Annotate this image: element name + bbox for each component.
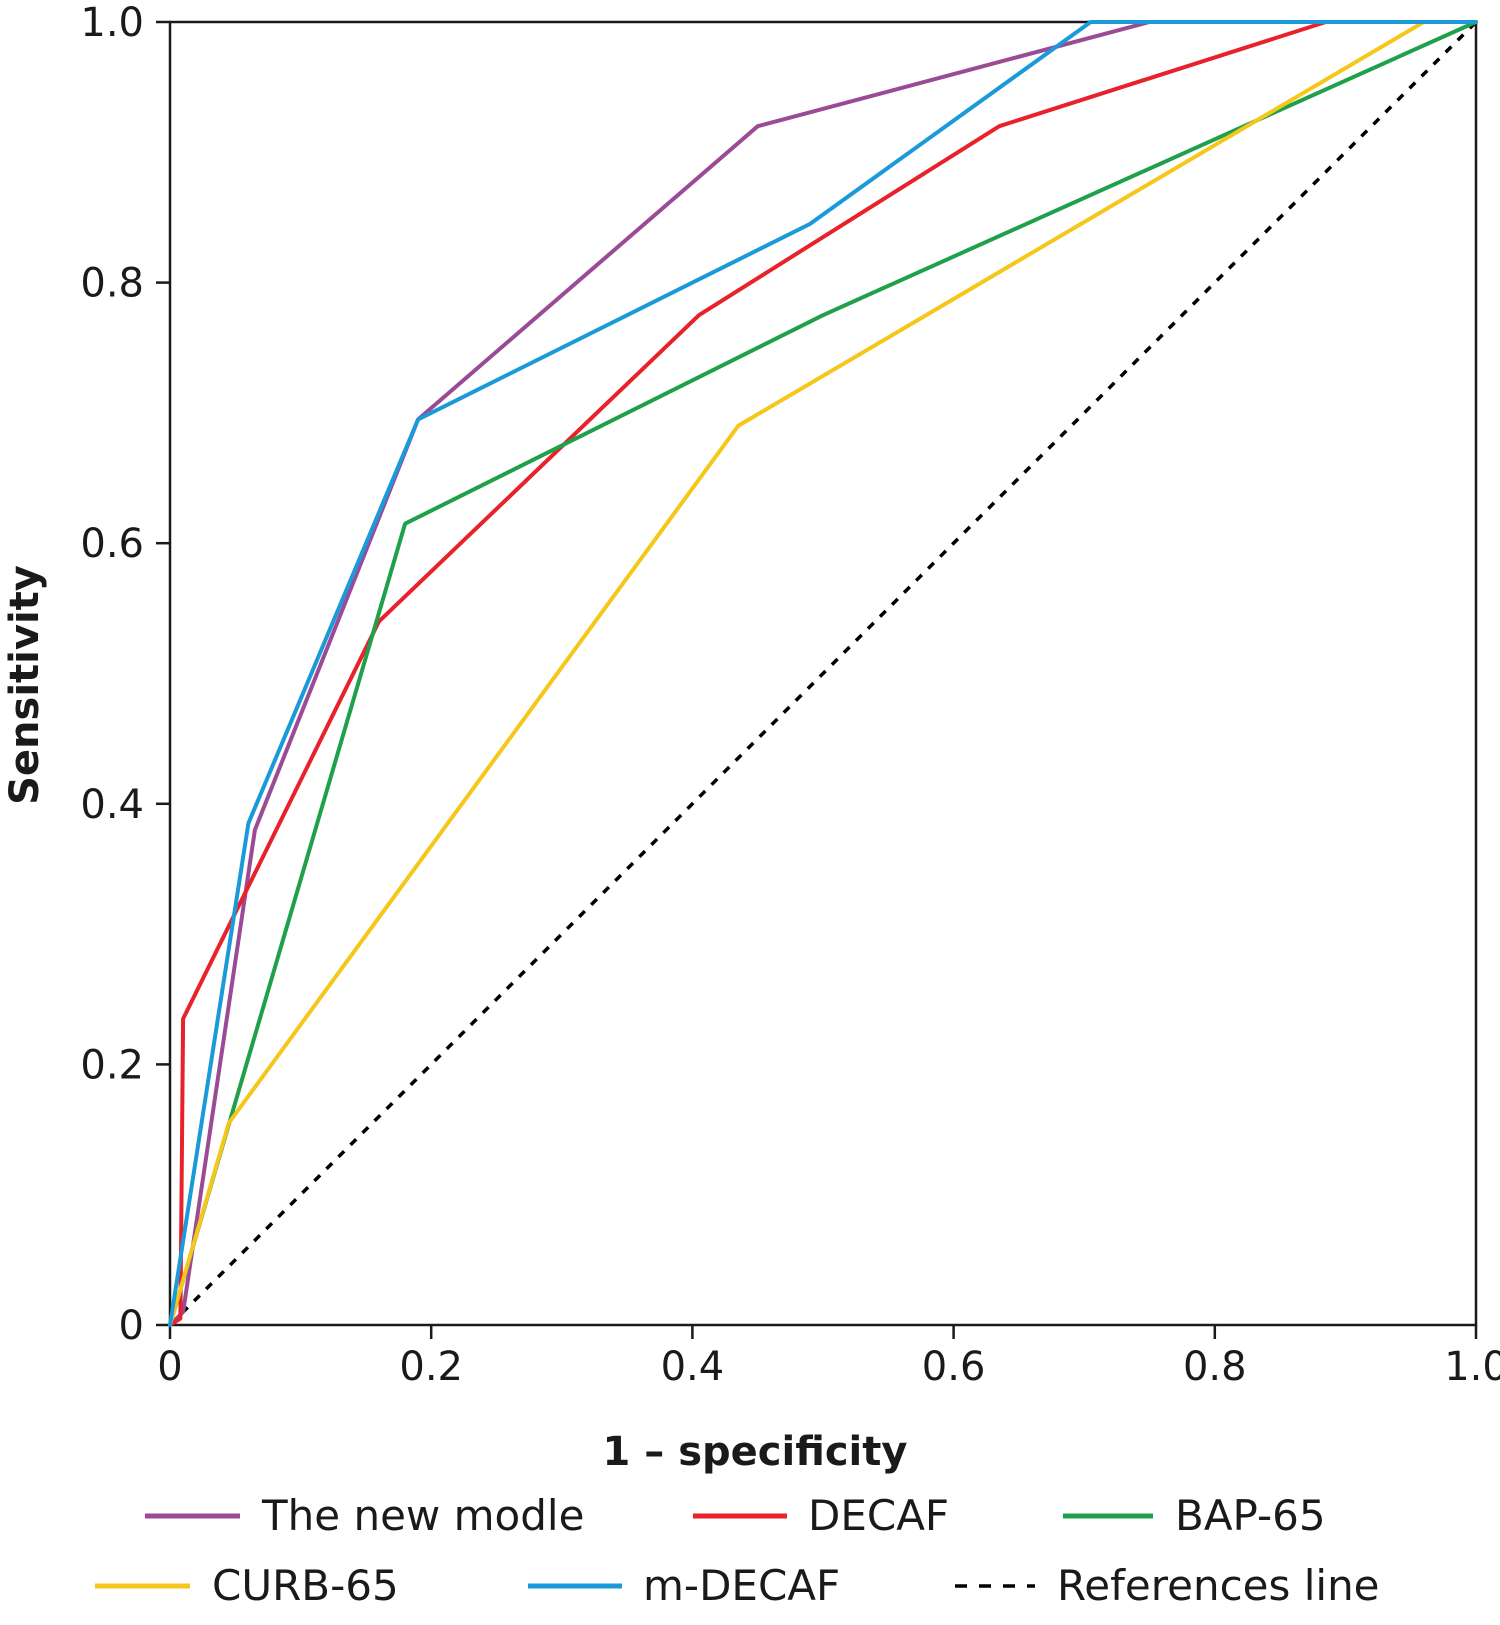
legend-label: BAP-65 bbox=[1175, 1491, 1326, 1540]
legend-label: The new modle bbox=[261, 1491, 584, 1540]
x-tick-label: 0.8 bbox=[1183, 1344, 1247, 1390]
y-tick-label: 0.4 bbox=[80, 782, 144, 828]
y-tick-label: 0 bbox=[119, 1303, 144, 1349]
x-tick-label: 0.2 bbox=[399, 1344, 463, 1390]
x-tick-label: 1.0 bbox=[1444, 1344, 1500, 1390]
series-line-references-line bbox=[168, 20, 1478, 1327]
legend-label: CURB-65 bbox=[212, 1561, 399, 1610]
plot-area: 0 0.2 0.4 0.6 0.8 1.0 0 0.2 0.4 0.6 0.8 1.0 bbox=[80, 0, 1500, 1390]
legend-item: CURB-65 bbox=[95, 1561, 399, 1610]
x-tick-label: 0 bbox=[157, 1344, 182, 1390]
series-line-decaf bbox=[168, 20, 1478, 1327]
y-axis-title: Sensitivity bbox=[2, 565, 48, 805]
x-axis-title: 1 – specificity bbox=[603, 1429, 908, 1475]
legend-label: References line bbox=[1057, 1561, 1380, 1610]
x-tick-label: 0.6 bbox=[922, 1344, 986, 1390]
legend-item: m-DECAF bbox=[528, 1561, 840, 1610]
legend-item: DECAF bbox=[693, 1491, 949, 1540]
plot-frame bbox=[168, 20, 1478, 1327]
legend: The new modle DECAF BAP-65 CURB-65 m-DECAF Re… bbox=[95, 1491, 1380, 1610]
y-tick-label: 0.6 bbox=[80, 521, 144, 567]
legend-label: DECAF bbox=[808, 1491, 949, 1540]
legend-item: References line bbox=[955, 1561, 1380, 1610]
y-tick-label: 0.8 bbox=[80, 261, 144, 307]
axis-labels: 1 – specificity Sensitivity bbox=[2, 565, 907, 1475]
x-tick-label: 0.4 bbox=[661, 1344, 725, 1390]
series-line-bap-65 bbox=[168, 20, 1478, 1327]
y-tick-label: 1.0 bbox=[80, 0, 144, 46]
y-tick-label: 0.2 bbox=[80, 1042, 144, 1088]
legend-label: m-DECAF bbox=[643, 1561, 840, 1610]
legend-item: The new modle bbox=[145, 1491, 584, 1540]
series-line-m-decaf bbox=[168, 20, 1478, 1327]
legend-item: BAP-65 bbox=[1063, 1491, 1326, 1540]
